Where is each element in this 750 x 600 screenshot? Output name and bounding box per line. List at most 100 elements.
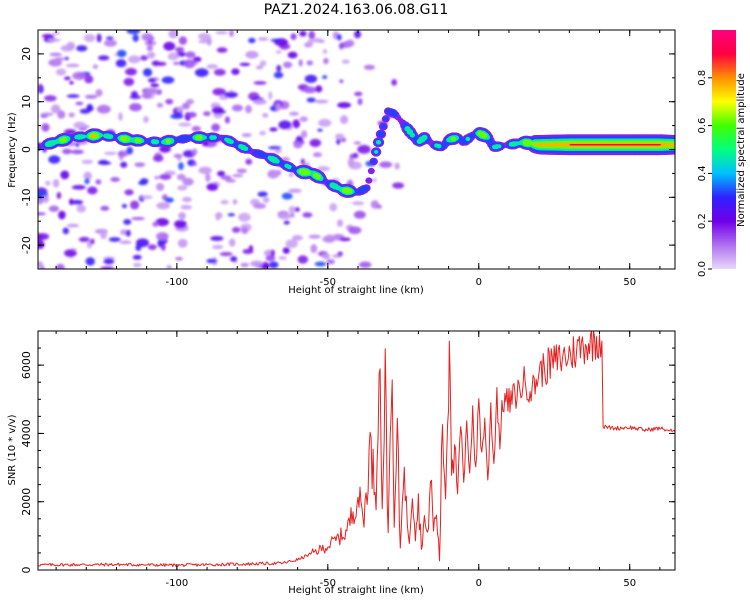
spectrogram-noise-cell: [229, 30, 234, 37]
spectrogram-noise-cell: [48, 155, 61, 164]
snr-panel: -100 -50 0 50 0 2000 4000 6000 Height of strai…: [7, 330, 676, 596]
spectrogram-noise-cell: [173, 153, 183, 159]
spectrogram-noise-cell: [268, 91, 273, 100]
spectrogram-noise-cell: [66, 223, 80, 228]
spectrogram-ridge-cell: [346, 188, 353, 194]
spectrogram-noise-cell: [348, 226, 362, 235]
snr-y-tick-label: 2000: [20, 488, 33, 516]
spectrogram-noise-cell: [127, 55, 141, 64]
spectrogram-noise-cell: [314, 99, 329, 104]
spectrogram-noise-cell: [339, 79, 344, 84]
spectrogram-noise-cell: [129, 95, 142, 99]
spectrogram-noise-cell: [45, 180, 51, 186]
spectrogram-noise-cell: [278, 256, 287, 260]
spectrogram-noise-cell: [180, 204, 193, 210]
spectrogram-noise-cell: [231, 226, 241, 233]
spectrogram-noise-cell: [245, 158, 253, 165]
spectrogram-noise-cell: [224, 116, 230, 124]
spectrogram-noise-cell: [69, 80, 74, 85]
spectrogram-noise-cell: [241, 227, 249, 235]
spectrogram-x-tick-label: -50: [320, 277, 336, 288]
colorbar-tick-label: 0.0: [697, 261, 708, 277]
spectrogram-noise-cell: [206, 183, 219, 191]
spectrogram-noise-cell: [68, 112, 75, 118]
spectrogram-noise-cell: [98, 159, 109, 165]
spectrogram-noise-cell: [71, 185, 86, 190]
spectrogram-noise-cell: [317, 128, 323, 132]
spectrogram-noise-cell: [41, 195, 49, 203]
spectrogram-ridge-cell: [409, 132, 416, 138]
spectrogram-noise-cell: [181, 102, 190, 110]
spectrogram-noise-cell: [164, 197, 174, 203]
spectrogram-ridge-cell: [392, 112, 399, 118]
spectrogram-noise-cell: [358, 261, 372, 268]
spectrogram-ridge-cell: [482, 133, 488, 139]
spectrogram-noise-cell: [178, 162, 184, 170]
spectrogram-noise-cell: [84, 74, 94, 84]
spectrogram-ridge-cell: [367, 167, 375, 175]
spectrogram-noise-cell: [175, 256, 183, 261]
spectrogram-noise-cell: [66, 94, 80, 98]
spectrogram-noise-cell: [379, 161, 393, 168]
spectrogram-noise-cell: [63, 76, 71, 81]
spectrogram-noise-cell: [192, 56, 202, 63]
spectrogram-noise-cell: [72, 71, 87, 81]
colorbar: 0.0 0.2 0.4 0.6 0.8 Normalized spectral ampl…: [697, 30, 747, 277]
spectrogram-noise-cell: [75, 101, 84, 106]
spectrogram-noise-cell: [341, 59, 350, 64]
spectrogram-noise-cell: [76, 204, 86, 213]
snr-y-tick-label: 4000: [20, 419, 33, 447]
snr-x-ticks: -100 -50 0 50: [55, 331, 661, 589]
spectrogram-noise-cell: [203, 111, 211, 117]
spectrogram-noise-cell: [302, 86, 317, 94]
spectrogram-noise-cell: [52, 179, 60, 188]
spectrogram-noise-cell: [337, 102, 352, 109]
spectrogram-noise-cell: [161, 243, 166, 251]
spectrogram-x-tick-label: 50: [623, 277, 636, 288]
spectrogram-ridge-cell: [365, 177, 373, 184]
spectrogram-noise-cell: [231, 68, 240, 75]
snr-x-tick-label: 50: [623, 578, 636, 589]
snr-y-label: SNR (10 * v/v): [7, 414, 18, 485]
spectrogram-noise-cell: [289, 111, 300, 116]
spectrogram-noise-cell: [323, 57, 329, 65]
spectrogram-noise-cell: [110, 177, 120, 182]
spectrogram-noise-cell: [288, 205, 296, 214]
spectrogram-noise-cell: [206, 64, 219, 70]
spectrogram-noise-cell: [232, 173, 244, 178]
spectrogram-ridge-cell: [315, 174, 321, 180]
spectrogram-noise-cell: [87, 186, 98, 195]
spectrogram-ridge-cell: [137, 138, 142, 143]
spectrogram-noise-cell: [236, 168, 247, 174]
spectrogram-noise-cell: [322, 75, 328, 80]
spectrogram-noise-cell: [81, 159, 94, 164]
spectrogram-noise-cell: [120, 161, 128, 168]
spectrogram-noise-cell: [347, 157, 355, 167]
spectrogram-ridge-cell: [373, 149, 379, 154]
spectrogram-noise-cell: [100, 266, 115, 269]
spectrogram-noise-cell: [290, 33, 297, 41]
colorbar-label: Normalized spectral amplitude: [736, 73, 747, 227]
spectrogram-noise-cell: [141, 92, 152, 99]
spectrogram-noise-cell: [178, 212, 186, 220]
spectrogram-noise-cell: [198, 39, 212, 44]
spectrogram-noise-cell: [312, 152, 322, 158]
spectrogram-noise-cell: [62, 227, 70, 235]
spectrogram-noise-cell: [108, 237, 121, 242]
spectrogram-noise-cell: [141, 33, 154, 41]
spectrogram-ridge-cell: [436, 143, 442, 149]
spectrogram-noise-cell: [245, 105, 252, 114]
spectrogram-noise-cell: [334, 133, 345, 140]
spectrogram-noise-cell: [287, 51, 298, 59]
spectrogram-noise-cell: [275, 50, 282, 54]
spectrogram-noise-cell: [300, 158, 305, 165]
spectrogram-noise-cell: [198, 166, 212, 175]
spectrogram-noise-cell: [64, 56, 69, 61]
spectrogram-noise-cell: [285, 239, 298, 249]
spectrogram-noise-cell: [338, 42, 344, 50]
spectrogram-noise-cell: [329, 203, 338, 212]
spectrogram-noise-cell: [248, 37, 256, 44]
spectrogram-noise-cell: [294, 207, 300, 212]
spectrogram-noise-cell: [302, 212, 313, 218]
